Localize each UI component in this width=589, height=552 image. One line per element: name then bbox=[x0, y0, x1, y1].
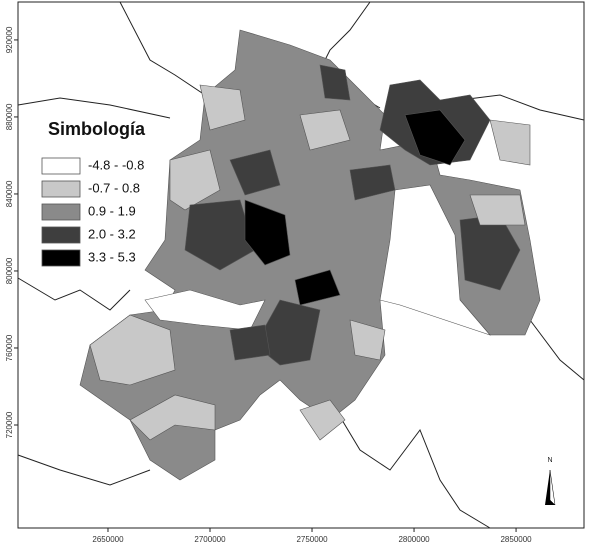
legend-title: Simbología bbox=[48, 119, 146, 139]
municipalities bbox=[79, 29, 541, 481]
north-arrow: N bbox=[545, 457, 556, 506]
y-tick-label: 760000 bbox=[5, 334, 14, 361]
y-tick-label: 720000 bbox=[5, 411, 14, 438]
x-tick-label: 2650000 bbox=[92, 535, 124, 544]
y-tick-label: 840000 bbox=[5, 180, 14, 207]
region bbox=[169, 149, 221, 211]
x-tick-label: 2800000 bbox=[398, 535, 430, 544]
legend: Simbología -4.8 - -0.8 -0.7 - 0.8 0.9 - 1.… bbox=[41, 119, 146, 267]
legend-swatch bbox=[41, 249, 81, 267]
north-label: N bbox=[547, 457, 552, 464]
region bbox=[229, 324, 271, 361]
legend-swatch bbox=[41, 157, 81, 175]
region bbox=[89, 314, 176, 386]
region bbox=[379, 184, 491, 336]
legend-label: -0.7 - 0.8 bbox=[88, 180, 140, 195]
boundary-line bbox=[17, 97, 171, 119]
region bbox=[294, 269, 341, 306]
boundary-line bbox=[459, 94, 585, 121]
boundary-line bbox=[329, 399, 491, 529]
region bbox=[349, 164, 396, 201]
legend-label: 3.3 - 5.3 bbox=[88, 249, 136, 264]
legend-label: 0.9 - 1.9 bbox=[88, 203, 136, 218]
region bbox=[469, 194, 526, 226]
region bbox=[349, 319, 386, 361]
region bbox=[199, 84, 246, 131]
north-arrow-half bbox=[549, 469, 556, 506]
region bbox=[229, 149, 281, 196]
y-tick-label: 920000 bbox=[5, 26, 14, 53]
legend-swatch bbox=[41, 226, 81, 244]
legend-swatch bbox=[41, 203, 81, 221]
boundary-line bbox=[529, 319, 585, 381]
region bbox=[489, 119, 531, 166]
x-tick-label: 2700000 bbox=[194, 535, 226, 544]
region bbox=[319, 64, 351, 101]
region bbox=[299, 399, 346, 441]
region bbox=[184, 199, 256, 271]
legend-label: 2.0 - 3.2 bbox=[88, 226, 136, 241]
legend-swatch bbox=[41, 180, 81, 198]
legend-label: -4.8 - -0.8 bbox=[88, 157, 144, 172]
x-tick-label: 2750000 bbox=[296, 535, 328, 544]
boundary-line bbox=[17, 277, 131, 311]
region bbox=[244, 199, 291, 266]
y-tick-label: 800000 bbox=[5, 257, 14, 284]
x-tick-label: 2850000 bbox=[500, 535, 532, 544]
region bbox=[404, 109, 466, 166]
boundary-line bbox=[17, 454, 151, 486]
region bbox=[144, 289, 266, 331]
region bbox=[299, 109, 351, 151]
region bbox=[129, 394, 216, 441]
y-tick-label: 880000 bbox=[5, 103, 14, 130]
